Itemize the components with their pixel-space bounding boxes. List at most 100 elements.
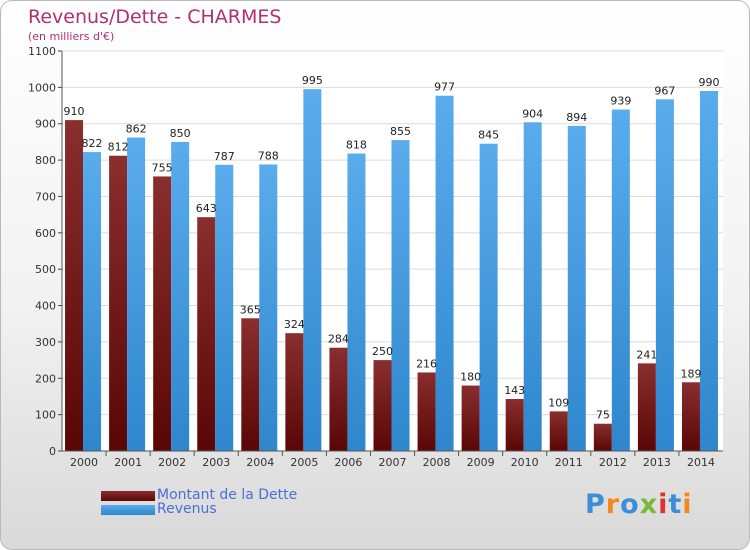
- y-tick-label: 400: [35, 300, 56, 313]
- logo-letter: i: [658, 489, 669, 520]
- data-label-debt-2011: 109: [548, 396, 569, 409]
- y-tick-label: 1100: [28, 45, 56, 58]
- bar-debt-2011: [549, 411, 568, 451]
- chart-subtitle: (en milliers d'€): [28, 30, 115, 43]
- data-label-revenus-2007: 855: [390, 125, 411, 138]
- x-tick-label: 2007: [379, 456, 407, 469]
- data-label-revenus-2008: 977: [434, 81, 455, 94]
- bar-revenus-2002: [171, 141, 190, 451]
- bar-revenus-2009: [479, 143, 498, 451]
- x-tick-label: 2010: [511, 456, 539, 469]
- x-tick-label: 2000: [70, 456, 98, 469]
- x-tick-label: 2006: [334, 456, 362, 469]
- data-label-debt-2000: 910: [64, 105, 85, 118]
- x-tick-label: 2011: [555, 456, 583, 469]
- data-label-revenus-2011: 894: [566, 111, 587, 124]
- bar-debt-2003: [197, 217, 216, 451]
- data-label-debt-2002: 755: [152, 161, 173, 174]
- bar-debt-2013: [637, 363, 656, 451]
- data-label-revenus-2003: 787: [214, 150, 235, 163]
- y-tick-label: 500: [35, 263, 56, 276]
- bar-debt-2005: [285, 333, 304, 451]
- bar-revenus-2000: [83, 152, 102, 451]
- chart-title: Revenus/Dette - CHARMES: [28, 6, 282, 28]
- data-label-debt-2008: 216: [416, 357, 437, 370]
- bar-debt-2009: [461, 385, 480, 451]
- bar-revenus-2013: [655, 99, 674, 451]
- data-label-debt-2012: 75: [596, 409, 610, 422]
- data-label-revenus-2001: 862: [126, 123, 147, 136]
- y-tick-label: 1000: [28, 81, 56, 94]
- bar-revenus-2004: [259, 164, 278, 452]
- x-tick-label: 2004: [246, 456, 274, 469]
- bar-revenus-2005: [303, 89, 322, 451]
- data-label-revenus-2004: 788: [258, 149, 279, 162]
- y-tick-label: 100: [35, 409, 56, 422]
- data-label-debt-2010: 143: [504, 384, 525, 397]
- x-tick-label: 2008: [423, 456, 451, 469]
- data-label-revenus-2006: 818: [346, 139, 367, 152]
- data-label-debt-2009: 180: [460, 371, 481, 384]
- bar-debt-2007: [373, 360, 392, 451]
- bar-debt-2014: [681, 382, 700, 451]
- logo-letter: P: [585, 489, 606, 520]
- data-label-revenus-2010: 904: [522, 107, 543, 120]
- y-tick-label: 200: [35, 372, 56, 385]
- y-tick-label: 300: [35, 336, 56, 349]
- data-label-revenus-2009: 845: [478, 129, 499, 142]
- data-label-revenus-2012: 939: [610, 95, 631, 108]
- x-tick-label: 2014: [687, 456, 715, 469]
- y-tick-label: 800: [35, 154, 56, 167]
- bar-revenus-2003: [215, 164, 234, 451]
- y-tick-label: 0: [49, 445, 56, 458]
- x-tick-label: 2001: [114, 456, 142, 469]
- data-label-revenus-2013: 967: [654, 84, 675, 97]
- bar-debt-2001: [109, 155, 128, 451]
- data-label-debt-2001: 812: [108, 141, 129, 154]
- legend-swatch-revenus: [101, 505, 155, 515]
- x-tick-label: 2002: [158, 456, 186, 469]
- data-label-debt-2004: 365: [240, 303, 261, 316]
- bar-debt-2004: [241, 318, 260, 451]
- data-label-revenus-2005: 995: [302, 74, 323, 87]
- data-label-debt-2006: 284: [328, 333, 349, 346]
- data-label-revenus-2014: 990: [698, 76, 719, 89]
- bar-revenus-2010: [523, 122, 542, 451]
- data-label-debt-2003: 643: [196, 202, 217, 215]
- x-tick-label: 2003: [202, 456, 230, 469]
- bar-revenus-2007: [391, 140, 410, 451]
- data-label-revenus-2000: 822: [82, 137, 103, 150]
- x-tick-label: 2005: [290, 456, 318, 469]
- x-tick-label: 2013: [643, 456, 671, 469]
- bar-debt-2012: [593, 423, 612, 451]
- logo-letter: i: [682, 489, 693, 520]
- proxiti-logo: Proxiti: [585, 489, 693, 520]
- bar-revenus-2008: [435, 95, 454, 452]
- bar-revenus-2014: [699, 91, 718, 451]
- bar-debt-2008: [417, 372, 436, 451]
- legend-label-debt: Montant de la Dette: [157, 487, 298, 503]
- legend-swatch-debt: [101, 491, 155, 501]
- data-label-debt-2014: 189: [680, 367, 701, 380]
- bar-debt-2002: [153, 176, 172, 452]
- logo-letter: o: [620, 489, 640, 520]
- bar-revenus-2001: [127, 137, 146, 451]
- data-label-debt-2013: 241: [636, 348, 657, 361]
- logo-letter: r: [605, 489, 621, 520]
- x-tick-label: 2012: [599, 456, 627, 469]
- bar-revenus-2011: [567, 125, 586, 451]
- x-tick-label: 2009: [467, 456, 495, 469]
- y-tick-label: 900: [35, 118, 56, 131]
- bar-debt-2010: [505, 399, 524, 451]
- logo-letter: x: [639, 489, 659, 520]
- data-label-debt-2005: 324: [284, 318, 305, 331]
- bar-debt-2006: [329, 347, 348, 451]
- y-tick-label: 700: [35, 190, 56, 203]
- legend-label-revenus: Revenus: [157, 501, 217, 517]
- data-label-revenus-2002: 850: [170, 127, 191, 140]
- bar-revenus-2006: [347, 153, 366, 451]
- y-tick-label: 600: [35, 227, 56, 240]
- bar-debt-2000: [65, 120, 84, 451]
